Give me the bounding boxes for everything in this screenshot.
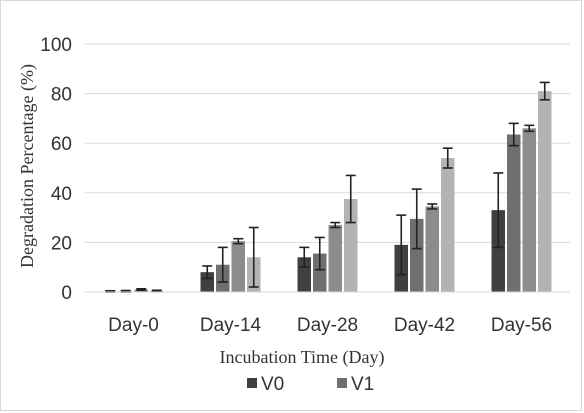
- error-bar: [345, 174, 356, 224]
- error-bar: [202, 265, 213, 280]
- bar: [441, 158, 455, 292]
- bar: [313, 253, 327, 292]
- bar: [231, 241, 245, 292]
- x-axis-ticks: Day-0 Day-14 Day-28 Day-42 Day-56: [108, 315, 552, 336]
- bar: [328, 225, 342, 292]
- error-bar: [233, 237, 244, 245]
- y-tick-label: 0: [61, 283, 72, 304]
- error-bar: [314, 236, 325, 271]
- x-tick-label: Day-0: [108, 315, 159, 336]
- y-tick-label: 60: [51, 134, 72, 155]
- error-bar: [330, 221, 341, 229]
- x-axis-title: Incubation Time (Day): [220, 347, 385, 368]
- error-bar: [539, 81, 550, 101]
- x-tick-label: Day-28: [297, 315, 358, 336]
- y-axis-ticks: 0 20 40 60 80 100: [40, 35, 72, 304]
- error-bar: [442, 147, 453, 169]
- x-tick-label: Day-56: [491, 315, 552, 336]
- error-bar: [396, 214, 407, 276]
- error-bar: [136, 287, 147, 292]
- y-tick-label: 100: [40, 35, 72, 56]
- gridlines: [85, 43, 570, 243]
- bar: [491, 210, 505, 292]
- legend-label: V1: [351, 374, 374, 395]
- legend-swatch: [337, 378, 347, 388]
- legend-label: V0: [261, 374, 284, 395]
- error-bar: [508, 122, 519, 147]
- bar: [200, 272, 214, 292]
- error-bars: [105, 81, 550, 293]
- bars: [103, 91, 552, 293]
- x-tick-label: Day-14: [200, 315, 262, 336]
- y-tick-label: 40: [51, 184, 72, 205]
- bar: [522, 128, 536, 292]
- y-axis-title: Degradation Percentage (%): [17, 64, 38, 268]
- error-bar: [299, 246, 310, 269]
- x-tick-label: Day-42: [394, 315, 455, 336]
- error-bar: [411, 188, 422, 250]
- error-bar: [427, 203, 438, 210]
- bar: [538, 91, 552, 293]
- bar: [297, 257, 311, 292]
- y-tick-label: 20: [51, 233, 72, 254]
- error-bar: [493, 172, 504, 249]
- legend-swatch: [247, 378, 257, 388]
- error-bar: [524, 124, 535, 133]
- bar: [507, 134, 521, 292]
- y-tick-label: 80: [51, 85, 72, 106]
- error-bar: [248, 226, 259, 288]
- bar: [410, 218, 424, 292]
- legend: V0 V1: [247, 374, 374, 395]
- error-bar: [217, 246, 228, 283]
- bar: [425, 206, 439, 292]
